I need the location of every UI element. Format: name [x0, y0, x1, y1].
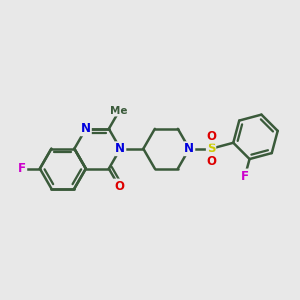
Text: O: O [206, 155, 216, 168]
Text: N: N [81, 122, 91, 135]
Text: Me: Me [110, 106, 128, 116]
Text: N: N [115, 142, 125, 155]
Text: F: F [18, 162, 26, 175]
Text: N: N [184, 142, 194, 155]
Text: S: S [207, 142, 215, 155]
Text: O: O [114, 179, 124, 193]
Text: O: O [206, 130, 216, 143]
Text: F: F [241, 169, 249, 182]
